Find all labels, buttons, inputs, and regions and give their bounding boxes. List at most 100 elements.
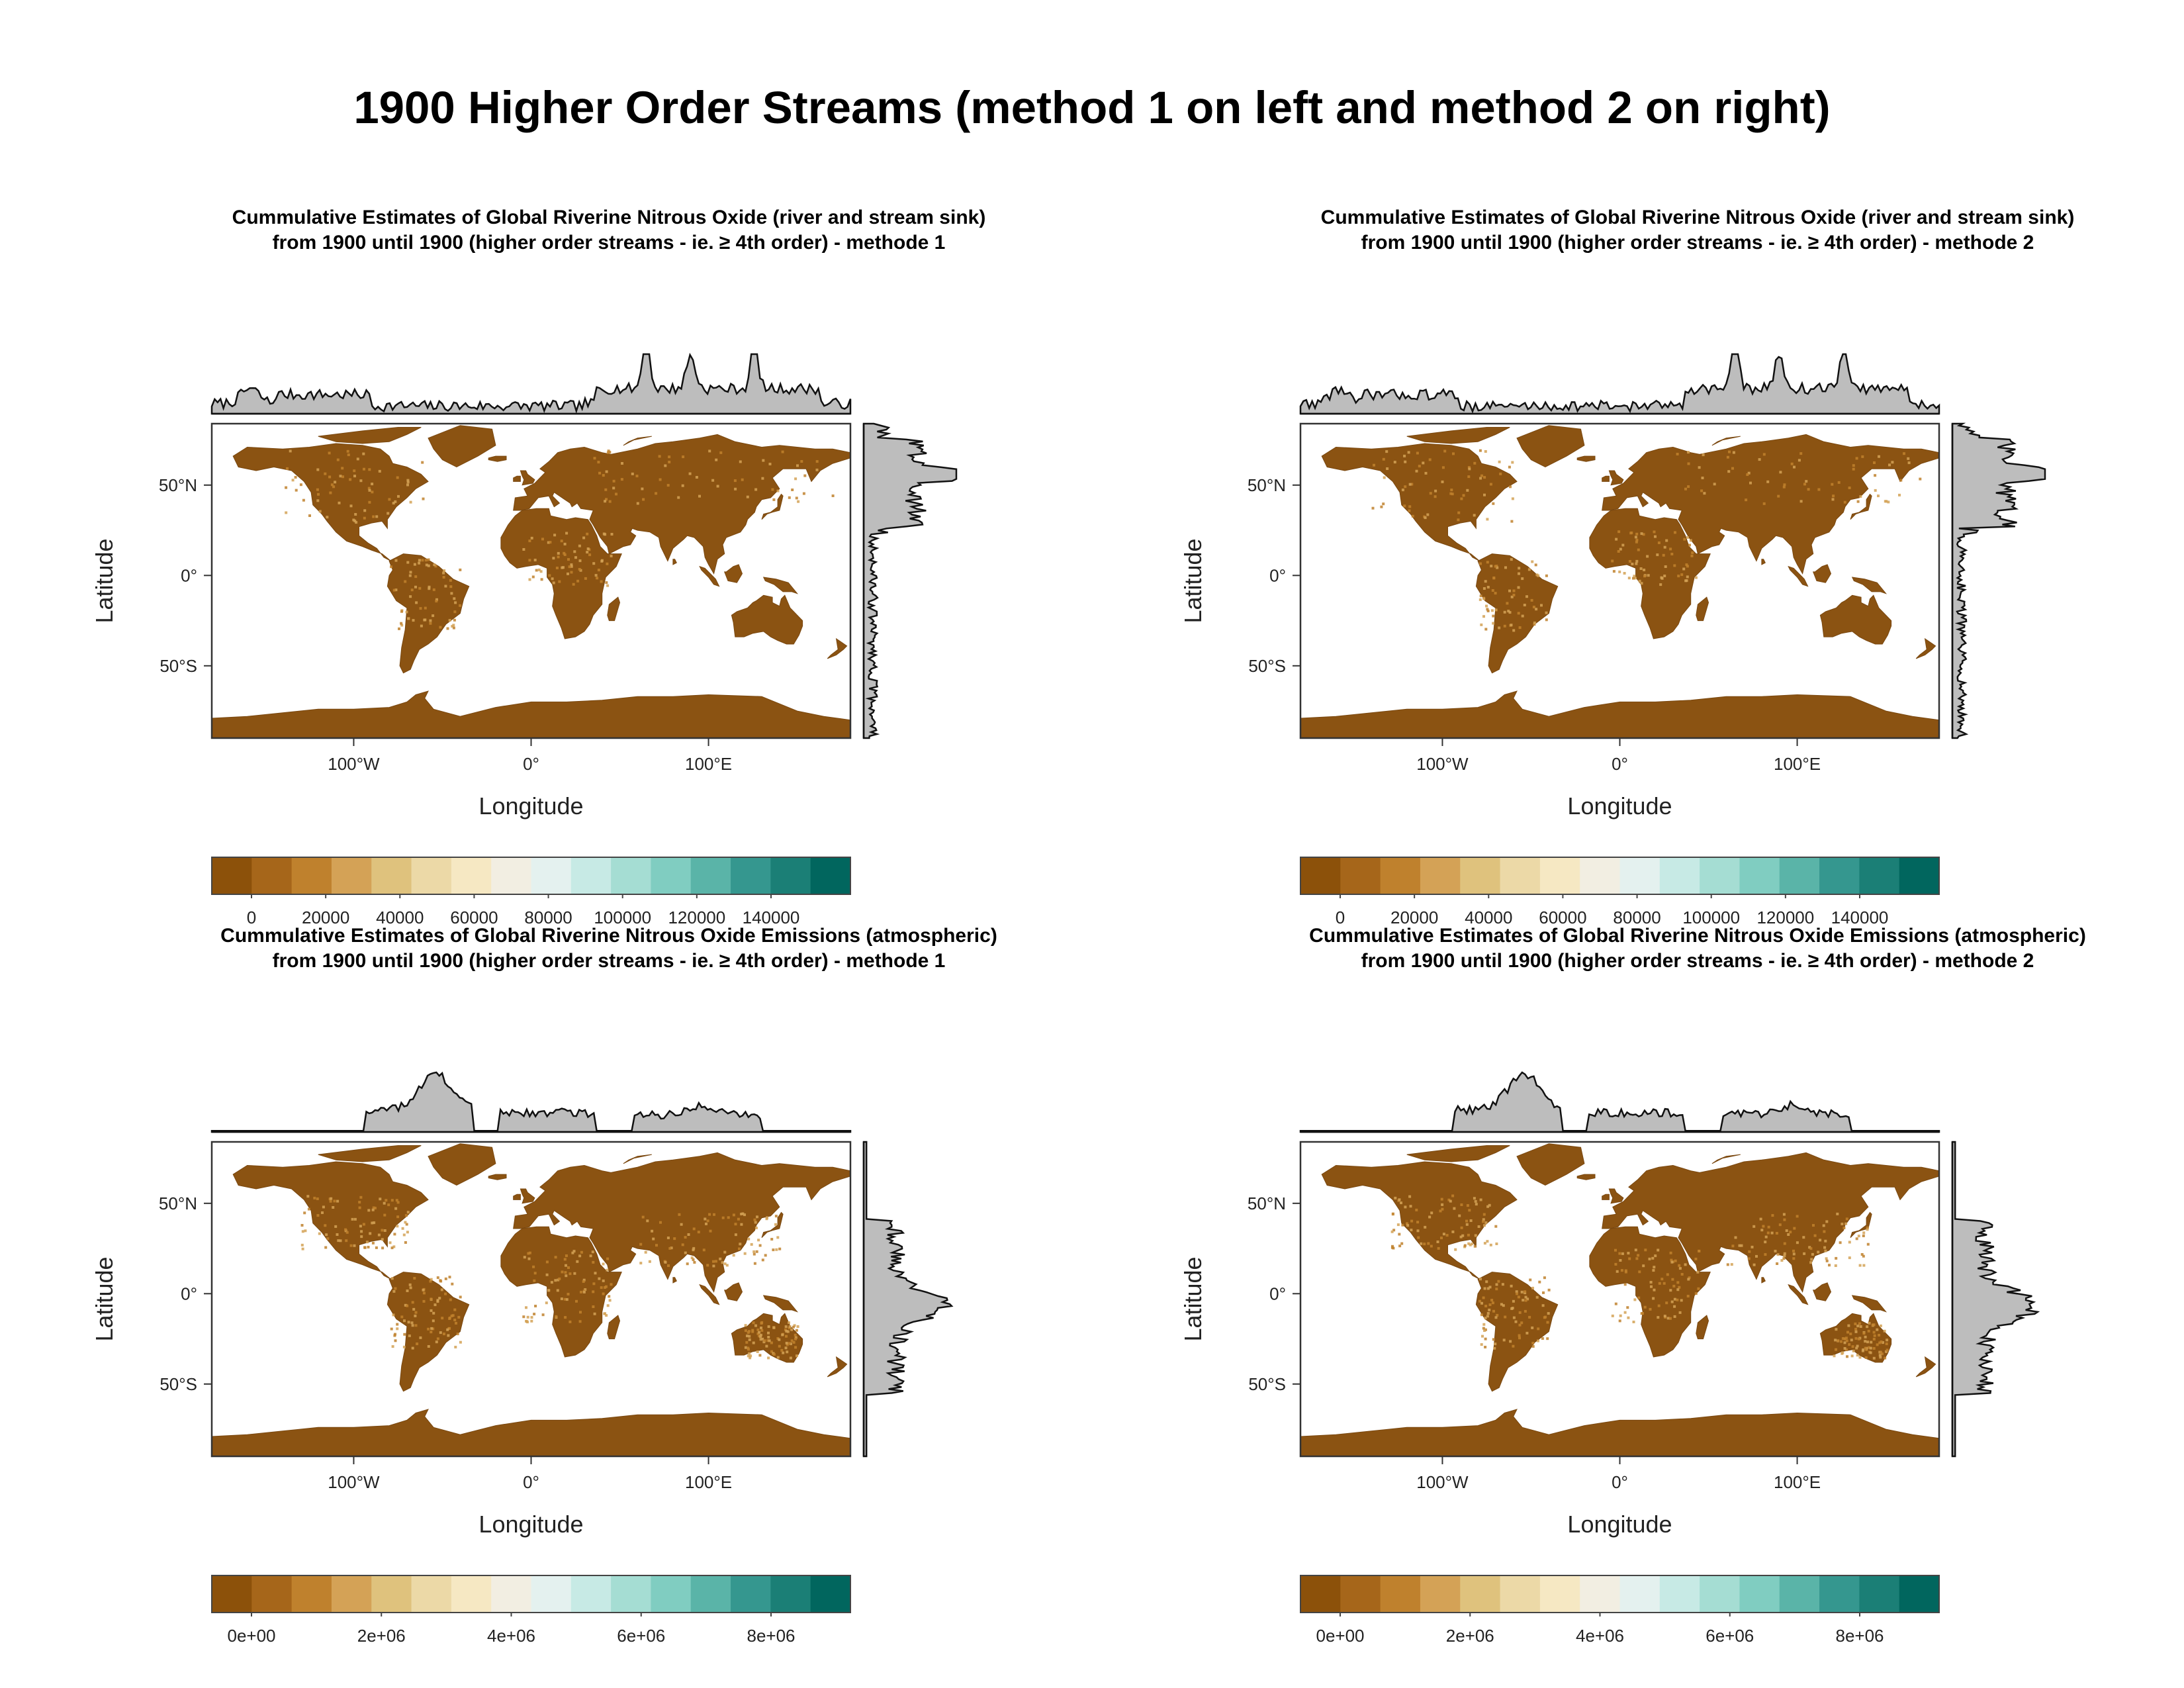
land-texture-cell — [411, 1301, 414, 1304]
land-texture-cell — [1511, 497, 1514, 500]
land-texture-cell — [1486, 561, 1489, 564]
land-texture-cell — [1805, 480, 1808, 483]
colorbar-segment — [1899, 1575, 1940, 1613]
land-texture-cell — [1615, 538, 1618, 541]
land-texture-cell — [394, 1333, 396, 1336]
colorbar-segment — [570, 1575, 612, 1613]
land-texture-cell — [1483, 1242, 1486, 1245]
land-texture-cell — [432, 614, 435, 618]
land-texture-cell — [1813, 1234, 1817, 1237]
land-texture-cell — [1767, 1225, 1770, 1229]
land-texture-cell — [1481, 1335, 1484, 1338]
land-texture-cell — [1509, 485, 1512, 489]
landmass-antarctica — [1300, 1409, 1939, 1456]
land-texture-cell — [427, 558, 430, 561]
y-tick-label: 50°N — [159, 475, 197, 495]
land-texture-cell — [1627, 1316, 1630, 1319]
land-texture-cell — [1670, 1260, 1674, 1264]
land-texture-cell — [584, 577, 587, 580]
land-texture-cell — [1488, 1303, 1492, 1306]
land-texture-cell — [1508, 611, 1512, 614]
land-texture-cell — [291, 479, 295, 482]
colorbar-tick-label: 80000 — [524, 908, 572, 927]
land-texture-cell — [1424, 471, 1428, 475]
land-texture-cell — [1809, 1247, 1813, 1250]
land-texture-cell — [795, 496, 798, 500]
land-texture-cell — [1484, 1305, 1488, 1307]
land-texture-cell — [1450, 489, 1453, 492]
land-texture-cell — [390, 1327, 393, 1331]
land-texture-cell — [1416, 1229, 1420, 1233]
land-texture-cell — [1751, 1245, 1754, 1248]
land-texture-cell — [575, 1299, 578, 1303]
land-texture-cell — [533, 1313, 536, 1316]
y-axis-label: Latitude — [91, 1256, 118, 1341]
landmass-borneo — [723, 564, 743, 583]
land-texture-cell — [379, 1197, 382, 1201]
land-texture-cell — [453, 1308, 457, 1311]
land-texture-cell — [1420, 1242, 1423, 1245]
land-texture-cell — [752, 1321, 755, 1325]
y-tick-label: 50°S — [159, 1374, 197, 1394]
land-texture-cell — [1449, 1199, 1452, 1203]
x-tick-label: 0° — [523, 1472, 539, 1492]
land-texture-cell — [1459, 1235, 1463, 1239]
y-tick-label: 0° — [1269, 1284, 1286, 1303]
land-texture-cell — [1694, 576, 1698, 579]
land-texture-cell — [1748, 1250, 1751, 1253]
x-tick-label: 0° — [523, 754, 539, 774]
land-texture-cell — [572, 583, 575, 586]
land-texture-cell — [1447, 1198, 1451, 1201]
land-texture-cell — [1689, 539, 1692, 542]
land-texture-cell — [659, 478, 662, 481]
land-texture-cell — [318, 1232, 321, 1235]
land-texture-cell — [1415, 1208, 1418, 1211]
land-texture-cell — [306, 1195, 310, 1198]
land-texture-cell — [1512, 629, 1516, 632]
land-texture-cell — [1394, 1196, 1397, 1199]
landmass-north-america — [232, 443, 429, 561]
land-texture-cell — [554, 1256, 557, 1259]
landmass-south-america — [1475, 1272, 1559, 1392]
land-texture-cell — [1408, 483, 1412, 486]
land-texture-cell — [419, 1336, 422, 1339]
land-texture-cell — [1624, 1270, 1627, 1274]
land-texture-cell — [333, 1199, 336, 1203]
land-texture-cell — [761, 1337, 764, 1340]
land-texture-cell — [1776, 1262, 1779, 1265]
land-texture-cell — [1626, 1306, 1629, 1309]
land-texture-cell — [602, 474, 605, 477]
land-texture-cell — [557, 1278, 560, 1282]
y-tick-label: 50°N — [1248, 475, 1286, 495]
land-texture-cell — [1492, 622, 1495, 625]
land-texture-cell — [1496, 1313, 1499, 1317]
land-texture-cell — [788, 1342, 791, 1345]
land-texture-cell — [547, 541, 550, 544]
land-texture-cell — [409, 500, 412, 504]
land-texture-cell — [353, 475, 356, 478]
land-texture-cell — [313, 1196, 316, 1199]
land-texture-cell — [1793, 1227, 1796, 1230]
land-texture-cell — [567, 572, 569, 575]
land-texture-cell — [641, 1215, 645, 1219]
land-texture-cell — [1854, 1336, 1858, 1340]
land-texture-cell — [1633, 575, 1636, 578]
land-texture-cell — [667, 1264, 670, 1267]
land-texture-cell — [539, 570, 543, 573]
land-texture-cell — [570, 571, 573, 574]
land-texture-cell — [1676, 453, 1679, 455]
land-texture-cell — [1825, 1257, 1828, 1260]
land-texture-cell — [1775, 1232, 1778, 1235]
land-texture-cell — [326, 1237, 330, 1241]
land-texture-cell — [404, 580, 407, 583]
land-texture-cell — [1454, 1248, 1457, 1251]
land-layer — [212, 425, 850, 738]
land-texture-cell — [1533, 621, 1536, 624]
land-texture-cell — [1646, 555, 1649, 558]
land-texture-cell — [573, 550, 576, 553]
land-texture-cell — [522, 1315, 525, 1319]
land-texture-cell — [367, 487, 371, 490]
land-texture-cell — [453, 597, 456, 600]
land-texture-cell — [1663, 545, 1666, 549]
land-texture-cell — [404, 1221, 407, 1224]
